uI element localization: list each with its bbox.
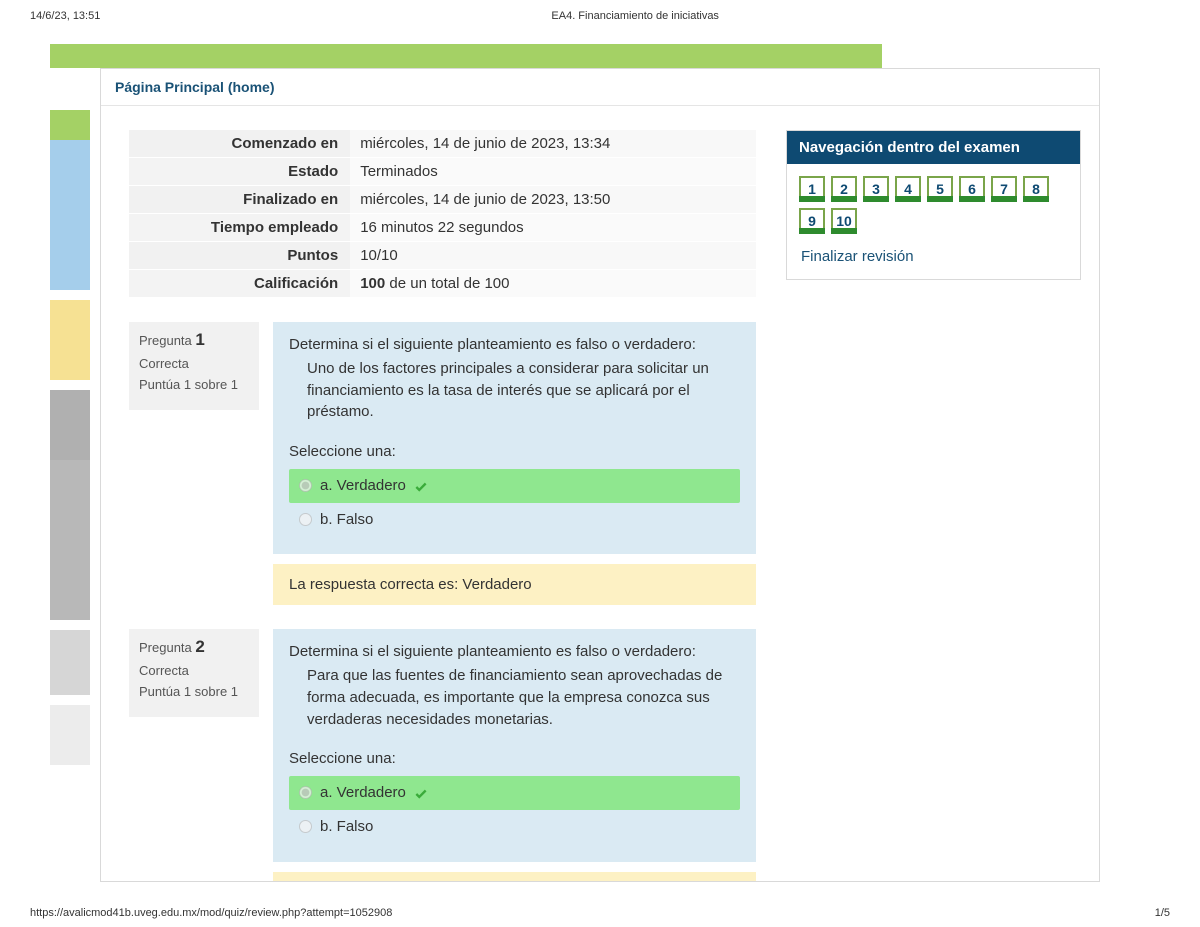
question-feedback: La respuesta correcta es: Verdadero	[273, 872, 756, 883]
main-card: Página Principal (home) Comenzado en mié…	[100, 68, 1100, 882]
summary-value-marks: 10/10	[350, 242, 756, 270]
select-prompt: Seleccione una:	[289, 441, 740, 463]
table-row: Comenzado en miércoles, 14 de junio de 2…	[129, 130, 756, 158]
question-intro: Determina si el siguiente planteamiento …	[289, 641, 740, 663]
print-url: https://avalicmod41b.uveg.edu.mx/mod/qui…	[30, 907, 392, 919]
select-prompt: Seleccione una:	[289, 748, 740, 770]
question-label: Pregunta	[139, 640, 195, 655]
checkmark-icon	[414, 479, 428, 493]
summary-label-grade: Calificación	[129, 270, 350, 298]
question-info: Pregunta 2 Correcta Puntúa 1 sobre 1	[129, 629, 259, 717]
summary-label-marks: Puntos	[129, 242, 350, 270]
radio-option-a[interactable]	[299, 786, 312, 799]
radio-option-b[interactable]	[299, 513, 312, 526]
question-number: 1	[195, 330, 204, 349]
quiz-nav-button[interactable]: 6	[959, 176, 985, 202]
side-block	[50, 390, 90, 460]
question-mark: Puntúa 1 sobre 1	[139, 377, 249, 392]
table-row: Estado Terminados	[129, 158, 756, 186]
print-title: EA4. Financiamiento de iniciativas	[100, 10, 1170, 22]
question-mark: Puntúa 1 sobre 1	[139, 684, 249, 699]
summary-label-state: Estado	[129, 158, 350, 186]
summary-value-started: miércoles, 14 de junio de 2023, 13:34	[350, 130, 756, 158]
answer-option-b[interactable]: b. Falso	[289, 503, 740, 537]
table-row: Puntos 10/10	[129, 242, 756, 270]
question-text: Determina si el siguiente planteamiento …	[273, 629, 756, 861]
answer-option-a[interactable]: a. Verdadero	[289, 776, 740, 810]
side-color-blocks	[50, 110, 90, 765]
quiz-nav-button[interactable]: 1	[799, 176, 825, 202]
print-footer: https://avalicmod41b.uveg.edu.mx/mod/qui…	[30, 907, 1170, 919]
question-feedback: La respuesta correcta es: Verdadero	[273, 564, 756, 605]
main-column: Comenzado en miércoles, 14 de junio de 2…	[129, 130, 756, 882]
header-green-bar	[50, 44, 882, 68]
summary-value-time: 16 minutos 22 segundos	[350, 214, 756, 242]
table-row: Calificación 100 de un total de 100	[129, 270, 756, 298]
option-a-label: a. Verdadero	[320, 782, 406, 804]
quiz-nav-column: Navegación dentro del examen 1 2 3 4 5 6…	[786, 130, 1081, 280]
question-status: Correcta	[139, 356, 249, 371]
quiz-nav-panel: Navegación dentro del examen 1 2 3 4 5 6…	[786, 130, 1081, 280]
quiz-nav-button[interactable]: 8	[1023, 176, 1049, 202]
quiz-nav-title: Navegación dentro del examen	[787, 131, 1080, 164]
question-block: Pregunta 2 Correcta Puntúa 1 sobre 1 Det…	[129, 629, 756, 882]
question-block: Pregunta 1 Correcta Puntúa 1 sobre 1 Det…	[129, 322, 756, 605]
print-page: 1/5	[1155, 907, 1170, 919]
side-block	[50, 300, 90, 380]
answer-option-b[interactable]: b. Falso	[289, 810, 740, 844]
question-number: 2	[195, 637, 204, 656]
table-row: Tiempo empleado 16 minutos 22 segundos	[129, 214, 756, 242]
option-b-label: b. Falso	[320, 816, 373, 838]
quiz-nav-button[interactable]: 4	[895, 176, 921, 202]
question-label: Pregunta	[139, 333, 195, 348]
side-block	[50, 705, 90, 765]
breadcrumb: Página Principal (home)	[101, 69, 1099, 106]
summary-value-state: Terminados	[350, 158, 756, 186]
side-block	[50, 140, 90, 290]
quiz-nav-button[interactable]: 10	[831, 208, 857, 234]
side-block	[50, 110, 90, 140]
quiz-nav-grid: 1 2 3 4 5 6 7 8 9 10	[799, 176, 1068, 234]
attempt-summary-table: Comenzado en miércoles, 14 de junio de 2…	[129, 130, 756, 298]
question-statement: Uno de los factores principales a consid…	[289, 358, 740, 423]
table-row: Finalizado en miércoles, 14 de junio de …	[129, 186, 756, 214]
side-block	[50, 630, 90, 695]
finish-review-link[interactable]: Finalizar revisión	[799, 244, 914, 265]
option-a-label: a. Verdadero	[320, 475, 406, 497]
summary-value-completed: miércoles, 14 de junio de 2023, 13:50	[350, 186, 756, 214]
quiz-nav-button[interactable]: 9	[799, 208, 825, 234]
question-intro: Determina si el siguiente planteamiento …	[289, 334, 740, 356]
quiz-nav-button[interactable]: 7	[991, 176, 1017, 202]
question-body: Determina si el siguiente planteamiento …	[273, 322, 756, 605]
question-status: Correcta	[139, 663, 249, 678]
quiz-nav-button[interactable]: 3	[863, 176, 889, 202]
print-datetime: 14/6/23, 13:51	[30, 10, 100, 22]
breadcrumb-home-link[interactable]: Página Principal (home)	[115, 79, 274, 95]
radio-option-b[interactable]	[299, 820, 312, 833]
summary-value-grade: 100 de un total de 100	[350, 270, 756, 298]
quiz-nav-button[interactable]: 5	[927, 176, 953, 202]
question-statement: Para que las fuentes de financiamiento s…	[289, 665, 740, 730]
side-block	[50, 460, 90, 620]
grade-rest: de un total de 100	[385, 275, 509, 292]
summary-label-completed: Finalizado en	[129, 186, 350, 214]
option-b-label: b. Falso	[320, 509, 373, 531]
radio-option-a[interactable]	[299, 479, 312, 492]
checkmark-icon	[414, 786, 428, 800]
answer-option-a[interactable]: a. Verdadero	[289, 469, 740, 503]
summary-label-started: Comenzado en	[129, 130, 350, 158]
print-header: 14/6/23, 13:51 EA4. Financiamiento de in…	[0, 0, 1200, 22]
question-info: Pregunta 1 Correcta Puntúa 1 sobre 1	[129, 322, 259, 410]
grade-strong: 100	[360, 275, 385, 292]
summary-label-time: Tiempo empleado	[129, 214, 350, 242]
question-text: Determina si el siguiente planteamiento …	[273, 322, 756, 554]
question-body: Determina si el siguiente planteamiento …	[273, 629, 756, 882]
quiz-nav-button[interactable]: 2	[831, 176, 857, 202]
